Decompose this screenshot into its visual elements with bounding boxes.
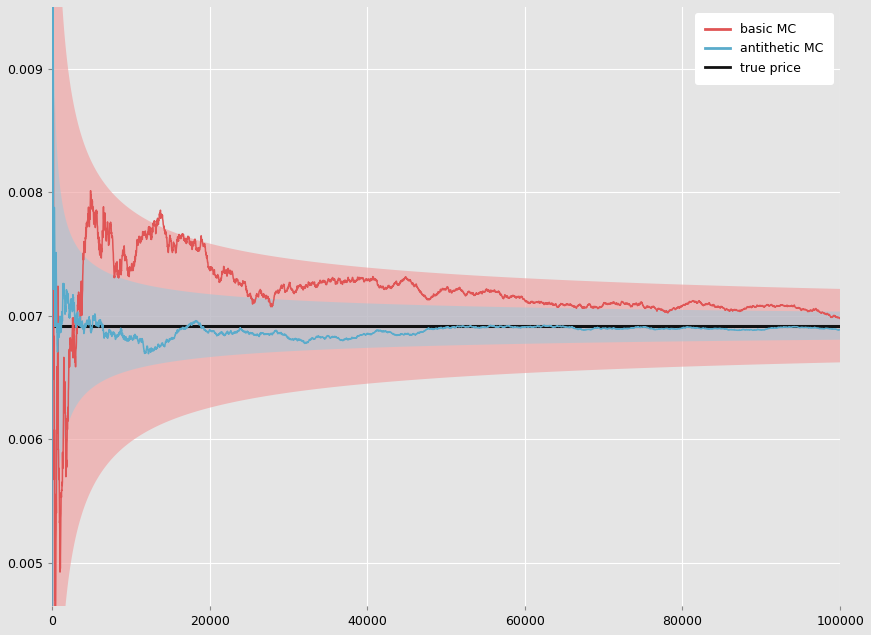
true price [47, 322, 57, 330]
antithetic MC [695, 324, 706, 332]
basic MC [190, 239, 200, 246]
basic MC [559, 301, 570, 309]
basic MC [635, 300, 645, 308]
antithetic MC [348, 334, 359, 342]
antithetic MC [519, 323, 530, 331]
Line: basic MC: basic MC [52, 0, 840, 635]
basic MC [519, 297, 530, 304]
antithetic MC [635, 324, 645, 331]
antithetic MC [559, 323, 570, 331]
Legend: basic MC, antithetic MC, true price: basic MC, antithetic MC, true price [695, 13, 834, 84]
antithetic MC [190, 318, 200, 325]
antithetic MC [834, 326, 845, 333]
basic MC [695, 298, 706, 305]
true price [47, 322, 57, 330]
basic MC [834, 315, 845, 323]
basic MC [348, 277, 359, 284]
Line: antithetic MC: antithetic MC [52, 0, 840, 635]
